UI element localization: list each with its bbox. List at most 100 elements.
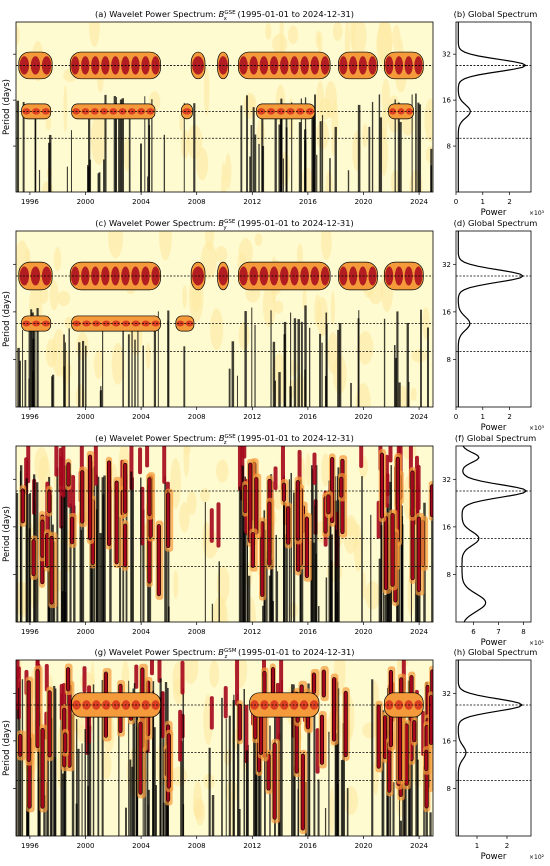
heatmap-streak	[232, 700, 235, 836]
heatmap-streak	[68, 328, 70, 407]
global-spectrum-ytick-label: 16	[442, 97, 451, 105]
heatmap-streak	[98, 172, 101, 192]
global-spectrum-ytick-label: 8	[447, 571, 451, 579]
heatmap-streak	[335, 476, 337, 622]
heatmap-streak	[240, 105, 243, 192]
heatmap-streak	[239, 484, 242, 622]
heatmap-streak	[291, 102, 293, 192]
heatmap-texture	[203, 66, 210, 116]
heatmap-band-core	[81, 108, 90, 115]
heatmap-band-core	[259, 56, 269, 75]
heatmap-streak	[221, 697, 223, 836]
heatmap-filament-core	[286, 506, 291, 545]
heatmap-xtick-label: 2016	[299, 628, 317, 636]
heatmap-streak	[307, 683, 310, 836]
heatmap-filament-core	[281, 482, 286, 502]
heatmap-streak	[254, 774, 258, 836]
heatmap-streak	[309, 697, 311, 836]
heatmap-streak	[140, 477, 142, 622]
heatmap-streak	[71, 714, 75, 836]
heatmap-streak-red	[209, 696, 214, 730]
heatmap-streak	[431, 483, 433, 622]
heatmap-streak	[136, 696, 139, 836]
heatmap-streak	[19, 471, 22, 622]
heatmap-streak	[336, 476, 339, 622]
heatmap-streak	[24, 359, 27, 407]
global-spectrum-title: (f) Global Spectrum	[455, 433, 536, 443]
heatmap-texture	[90, 113, 107, 165]
heatmap-title: (c) Wavelet Power Spectrum: BGSE y (1995-…	[95, 218, 353, 231]
heatmap-streak	[32, 371, 35, 407]
heatmap-streak	[153, 727, 156, 836]
heatmap-panel-3: 1996 2000 2004 2008 2012 2016 2020 2024 Period (…	[2, 647, 434, 850]
heatmap-filament-core	[410, 510, 415, 581]
heatmap-streak	[38, 169, 41, 192]
heatmap-streak	[300, 98, 302, 192]
heatmap-streak	[162, 802, 165, 836]
heatmap-texture	[329, 787, 335, 836]
heatmap-filament-core	[20, 488, 25, 524]
heatmap-filament-core	[412, 720, 417, 743]
heatmap-band-core	[22, 320, 31, 327]
heatmap-streak	[211, 795, 215, 836]
global-spectrum-multiplier: ×10¹	[529, 640, 545, 647]
heatmap-streak	[282, 158, 284, 192]
global-spectrum-xtick-label: 2	[505, 842, 509, 850]
heatmap-streak	[151, 690, 154, 836]
heatmap-streak	[266, 551, 268, 622]
heatmap-streak	[142, 345, 145, 407]
heatmap-ylabel: Period (days)	[2, 291, 12, 347]
heatmap-filament-core	[300, 753, 305, 831]
heatmap-streak-red	[16, 660, 20, 680]
heatmap-texture	[145, 342, 151, 370]
heatmap-streak	[384, 594, 387, 622]
heatmap-body	[16, 446, 433, 622]
heatmap-streak	[102, 494, 105, 622]
heatmap-streak	[231, 341, 235, 407]
heatmap-streak	[250, 125, 253, 192]
heatmap-streak	[378, 558, 381, 622]
heatmap-streak	[340, 760, 344, 836]
heatmap-filament-core	[166, 733, 171, 789]
global-spectrum-panel-2: 8 16 32 6 7 8 (f) Global Spectrum Power ×10¹	[442, 433, 545, 648]
heatmap-streak	[47, 543, 49, 622]
heatmap-streak	[411, 700, 413, 836]
heatmap-texture	[186, 490, 197, 516]
heatmap-streak	[131, 322, 133, 407]
heatmap-xtick-label: 2008	[188, 628, 206, 636]
heatmap-filament-core	[404, 723, 409, 786]
heatmap-streak	[300, 321, 303, 407]
heatmap-streak	[253, 714, 257, 836]
heatmap-texture	[57, 290, 71, 307]
heatmap-streak	[118, 700, 120, 836]
global-spectrum-xtick-label: 0	[454, 198, 458, 206]
heatmap-texture	[16, 25, 20, 46]
heatmap-streak-red	[138, 447, 143, 475]
heatmap-streak	[22, 330, 24, 407]
heatmap-streak	[314, 94, 316, 192]
heatmap-texture	[300, 167, 314, 192]
heatmap-filament-core	[311, 672, 317, 694]
heatmap-streak	[383, 318, 386, 407]
heatmap-band-core	[71, 56, 80, 75]
heatmap-streak	[30, 309, 33, 407]
heatmap-streak	[317, 606, 320, 622]
heatmap-streak	[324, 375, 328, 407]
heatmap-streak	[251, 307, 253, 407]
heatmap-filament-core	[63, 732, 68, 753]
heatmap-streak	[100, 390, 102, 407]
heatmap-streak	[16, 702, 18, 836]
heatmap-streak	[326, 323, 328, 407]
heatmap-streak	[381, 752, 383, 836]
heatmap-texture	[265, 22, 272, 40]
heatmap-texture	[410, 387, 417, 401]
heatmap-filament-core	[88, 454, 93, 541]
heatmap-texture	[53, 247, 62, 272]
heatmap-streak	[418, 104, 422, 192]
heatmap-streak	[16, 492, 19, 622]
heatmap-streak	[268, 575, 272, 622]
heatmap-streak	[325, 312, 328, 407]
heatmap-streak	[281, 680, 283, 836]
heatmap-band-core	[239, 266, 248, 286]
heatmap-xtick-label: 2020	[355, 842, 373, 850]
